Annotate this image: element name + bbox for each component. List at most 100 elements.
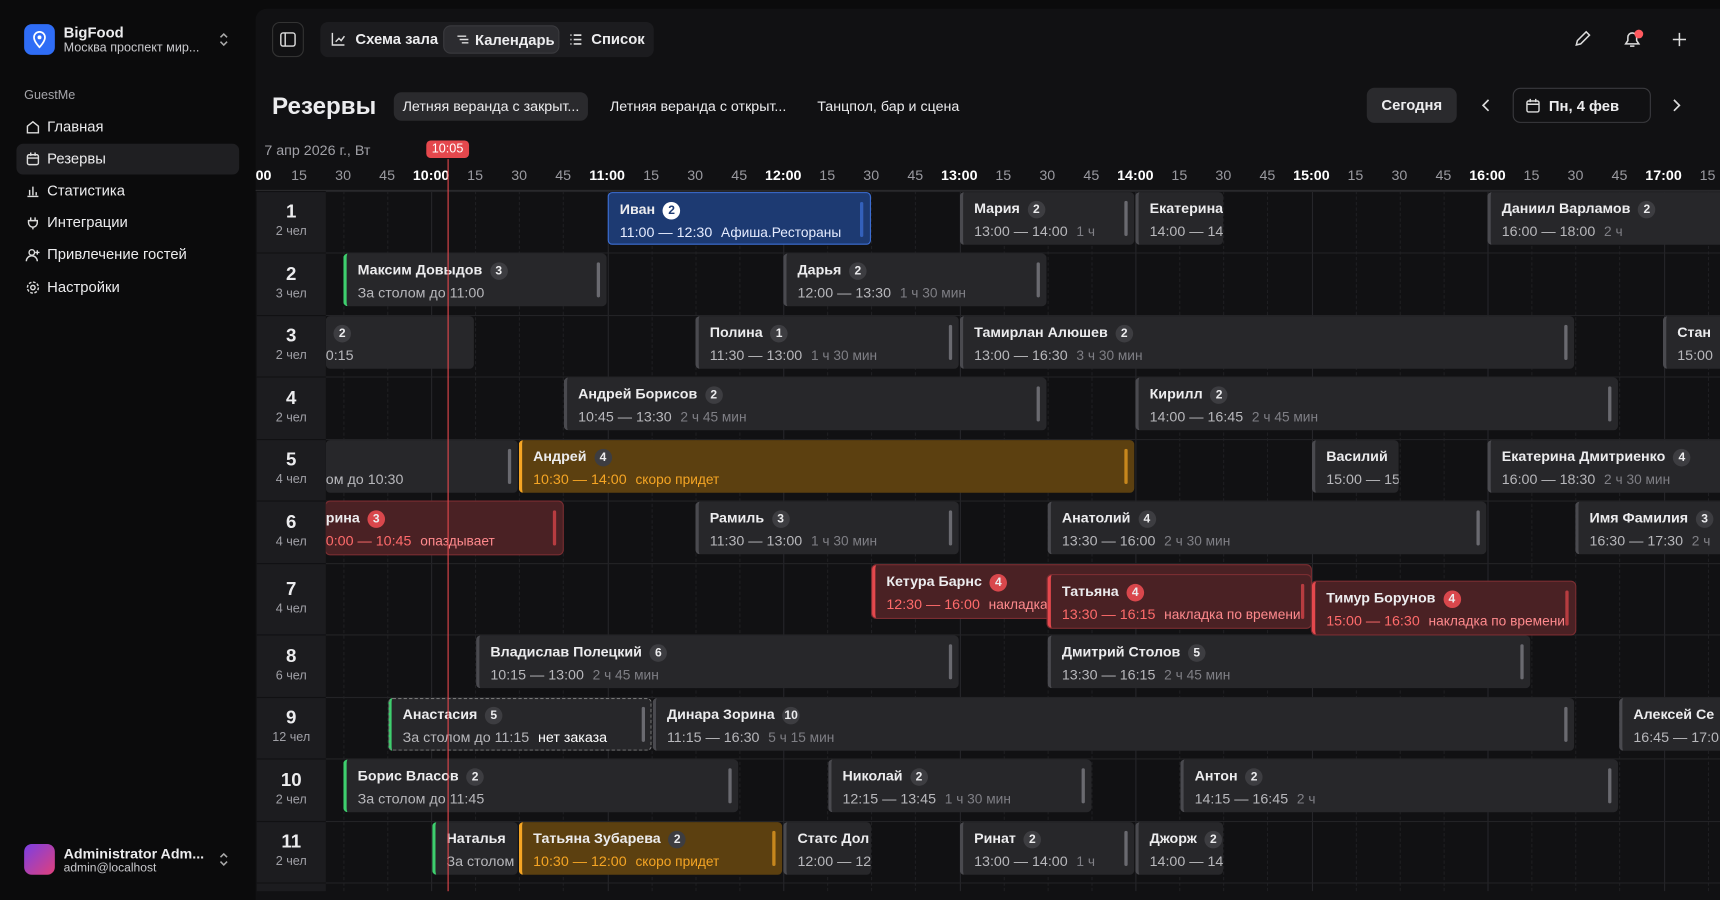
view-tab[interactable]: Календарь <box>443 25 560 54</box>
time-range: За столом <box>446 852 515 870</box>
sidebar-toggle[interactable] <box>272 21 304 58</box>
date-picker[interactable]: Пн, 4 фев <box>1512 87 1651 123</box>
reservation-info: Афиша.Рестораны <box>721 224 842 241</box>
lanes: Иван 2 11:00 — 12:30 Афиша.Рестораны Мария 2 1… <box>325 190 1720 892</box>
resize-handle[interactable] <box>641 706 646 742</box>
hall-tab[interactable]: Танцпол, бар и сцена <box>817 97 960 115</box>
reservation[interactable]: Рамиль 3 11:30 — 13:00 1 ч 30 мин <box>695 501 959 555</box>
reservation[interactable]: Ринат 2 13:00 — 14:00 1 ч <box>959 822 1135 875</box>
reservation[interactable]: Стан 15:00 <box>1662 316 1720 369</box>
time-label: 15 <box>291 166 307 184</box>
reservation-info: накладка по времени <box>1428 613 1565 629</box>
time-range: 15:00 <box>1677 346 1713 364</box>
resize-handle[interactable] <box>1520 644 1524 680</box>
resize-handle[interactable] <box>1036 262 1040 298</box>
nav-item[interactable]: Интеграции <box>16 207 239 238</box>
hall-tab[interactable]: Летняя веранда с закрыт... <box>393 92 589 121</box>
nav-item[interactable]: Главная <box>16 112 239 143</box>
time-label: 13:00 <box>941 166 978 184</box>
resize-handle[interactable] <box>1565 590 1569 626</box>
reservation[interactable]: Татьяна 4 13:30 — 16:15 накладка по времени <box>1047 575 1311 628</box>
reservation[interactable]: Полина 1 11:30 — 13:00 1 ч 30 мин <box>695 316 959 369</box>
time-label: 30 <box>1215 166 1232 184</box>
resize-handle[interactable] <box>948 510 953 546</box>
reservation[interactable]: Дмитрий Столов 5 13:30 — 16:15 2 ч 45 мин <box>1047 635 1531 689</box>
table-guests: 3 чел <box>275 287 307 301</box>
reservation[interactable]: ом до 10:30 <box>325 440 518 493</box>
reservation-name: Мария 2 <box>974 200 1046 219</box>
reservation[interactable]: Анатолий 4 13:30 — 16:00 2 ч 30 мин <box>1047 501 1487 555</box>
resize-handle[interactable] <box>1124 448 1128 485</box>
reservation[interactable]: Андрей 4 10:30 — 14:00 скоро придет <box>518 440 1135 493</box>
date-nav[interactable] <box>1476 97 1695 115</box>
hall-tab[interactable]: Летняя веранда с открыт... <box>609 97 787 115</box>
reservation[interactable]: рина 3 0:00 — 10:45 опаздывает <box>325 501 563 555</box>
reservation-time: 11:30 — 13:00 1 ч 30 мин <box>710 532 877 548</box>
nav-label: Главная <box>47 118 104 135</box>
resize-handle[interactable] <box>1608 386 1612 422</box>
view-tab[interactable]: Список <box>564 22 644 57</box>
reservation[interactable]: Даниил Варламов 2 16:00 — 18:00 2 ч <box>1487 192 1720 245</box>
reservation[interactable]: Владислав Полецкий 6 10:15 — 13:00 2 ч 45 м… <box>476 635 959 689</box>
reservation[interactable]: Анастасия 5 За столом до 11:15 нет заказа <box>388 698 652 751</box>
org-switch[interactable] <box>217 32 230 47</box>
reservation[interactable]: Статс Дол 12:00 — 12: <box>783 822 871 875</box>
resize-handle[interactable] <box>1036 386 1040 422</box>
reservation[interactable]: Кирилл 2 14:00 — 16:45 2 ч 45 мин <box>1135 377 1618 431</box>
reservation[interactable]: Андрей Борисов 2 10:45 — 13:30 2 ч 45 мин <box>563 377 1047 431</box>
resize-handle[interactable] <box>948 324 953 360</box>
nav-item[interactable]: Статистика <box>16 176 239 207</box>
reservation[interactable]: Тамирлан Алюшев 2 13:00 — 16:30 3 ч 30 мин <box>959 316 1575 369</box>
nav-item[interactable]: Настройки <box>16 272 239 303</box>
reservation[interactable]: Максим Довыдов 3 За столом до 11:00 <box>343 253 607 307</box>
table-guests: 12 чел <box>272 730 311 745</box>
reservation[interactable]: Мария 2 13:00 — 14:00 1 ч <box>959 192 1135 245</box>
resize-handle[interactable] <box>596 262 601 298</box>
nav-item[interactable]: Резервы <box>16 143 240 175</box>
nav-label: Резервы <box>47 150 106 167</box>
resize-handle[interactable] <box>1124 830 1128 866</box>
resize-handle[interactable] <box>1476 510 1480 546</box>
resize-handle[interactable] <box>948 644 953 680</box>
reservation[interactable]: Борис Власов 2 За столом до 11:45 <box>343 759 739 813</box>
reservation[interactable]: Дарья 2 12:00 — 13:30 1 ч 30 мин <box>783 253 1047 307</box>
resize-handle[interactable] <box>507 448 512 485</box>
table-number: 3 <box>286 324 297 346</box>
guest-count: 3 <box>367 510 386 528</box>
timeline-date: 7 апр 2026 г., Вт <box>264 141 371 159</box>
resize-handle[interactable] <box>860 201 864 238</box>
reservation[interactable]: Имя Фамилия 3 16:30 — 17:30 2 ч <box>1575 501 1720 555</box>
resize-handle[interactable] <box>1564 706 1568 742</box>
resize-handle[interactable] <box>1300 583 1305 620</box>
reservation[interactable]: Антон 2 14:15 — 16:45 2 ч <box>1180 759 1618 813</box>
reservation[interactable]: 2 0:15 <box>325 316 474 369</box>
reservation[interactable]: Николай 2 12:15 — 13:45 1 ч 30 мин <box>828 759 1092 813</box>
row-line <box>256 314 326 317</box>
resize-handle[interactable] <box>1124 200 1128 236</box>
header-actions[interactable] <box>1573 29 1694 51</box>
reservation[interactable]: Екатерина Дмитриенко 4 16:00 — 18:30 2 ч 30… <box>1487 440 1720 493</box>
resize-handle[interactable] <box>1608 768 1612 804</box>
today-button[interactable]: Сегодня <box>1366 87 1457 123</box>
reservation[interactable]: Джорж 2 14:00 — 14: <box>1135 822 1224 875</box>
user-menu[interactable] <box>217 852 230 867</box>
reservation[interactable]: Татьяна Зубарева 2 10:30 — 12:00 скоро прид… <box>518 822 783 875</box>
time-range: 13:30 — 16:15 <box>1061 666 1156 683</box>
reservation[interactable]: Динара Зорина 10 11:15 — 16:30 5 ч 15 мин <box>652 698 1575 751</box>
resize-handle[interactable] <box>728 768 732 804</box>
reservation[interactable]: Алексей Се 16:45 — 17:0 <box>1619 698 1720 751</box>
reservation[interactable]: Тимур Борунов 4 15:00 — 16:30 накладка по в… <box>1311 581 1576 635</box>
resize-handle[interactable] <box>1564 324 1568 360</box>
resize-handle[interactable] <box>772 830 776 866</box>
reservation[interactable]: Иван 2 11:00 — 12:30 Афиша.Рестораны <box>607 192 871 245</box>
resize-handle[interactable] <box>1081 768 1085 804</box>
reservation[interactable]: Екатерина 14:00 — 14: <box>1135 192 1224 245</box>
reservation[interactable]: Наталья За столом <box>432 822 518 875</box>
guest-count: 4 <box>1443 590 1461 609</box>
view-tab[interactable]: Схема зала <box>329 22 438 57</box>
reservation-info: 3 ч 30 мин <box>1076 347 1143 364</box>
nav-item[interactable]: Привлечение гостей <box>16 239 239 270</box>
grid-line <box>651 190 653 892</box>
resize-handle[interactable] <box>552 510 557 546</box>
reservation[interactable]: Василий 15:00 — 15: <box>1311 440 1399 493</box>
